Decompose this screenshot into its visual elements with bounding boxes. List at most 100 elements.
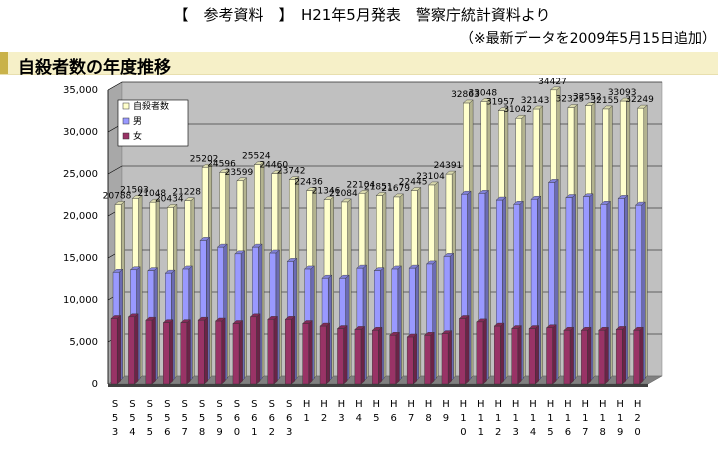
bar-top [443, 253, 455, 257]
x-tick-label: H2 [320, 399, 328, 424]
y-tick-label: 5,000 [69, 337, 98, 348]
bar-top [253, 161, 265, 165]
x-tick-char: 5 [129, 413, 135, 424]
bar-female [162, 319, 174, 385]
x-tick-char: 5 [112, 413, 118, 424]
bar-top [236, 177, 248, 181]
x-tick-char: 5 [147, 413, 153, 424]
x-tick-label: H 1 2 [494, 399, 502, 438]
x-tick-char: S [112, 399, 118, 410]
bar-top [149, 198, 161, 203]
bar-front [180, 322, 188, 385]
bar-top [145, 316, 157, 321]
x-tick-char: 7 [582, 427, 588, 438]
header-source-line: 【 参考資料 】 H21年5月発表 警察庁統計資料より [173, 6, 551, 24]
x-tick-char: H [616, 399, 624, 410]
bar-female [476, 318, 488, 385]
bar-side [500, 322, 505, 385]
bar-front [354, 329, 362, 385]
x-tick-char: 0 [460, 427, 466, 438]
bar-side [535, 325, 539, 385]
x-tick-char: H [494, 399, 502, 410]
x-tick-char: H [634, 399, 642, 410]
x-tick-char: 1 [565, 413, 571, 424]
x-tick-label: H 1 0 [460, 399, 468, 438]
value-label: 22445 [399, 177, 428, 187]
y-axis-tick-labels: 0 5,000 10,000 15,000 20,000 25,000 30,000 35,0… [63, 85, 98, 390]
bar-top [147, 267, 159, 271]
bar-top [532, 105, 544, 110]
value-label: 23742 [277, 167, 306, 177]
bar-female [598, 326, 609, 385]
legend-swatch [122, 132, 130, 140]
x-tick-char: 2 [321, 413, 327, 424]
bar-side [378, 326, 383, 385]
bar-top [619, 97, 631, 102]
bar-top [131, 195, 143, 199]
x-tick-char: 1 [495, 413, 501, 424]
value-label: 32143 [521, 96, 550, 106]
bar-female [458, 315, 470, 385]
legend-box [117, 99, 189, 147]
bar-front [319, 325, 327, 385]
x-tick-char: 4 [356, 413, 362, 424]
value-label: 32249 [625, 95, 654, 105]
bar-female [110, 315, 122, 385]
bar-top [462, 99, 474, 104]
x-tick-char: 5 [373, 413, 379, 424]
x-tick-label: S 5 9 [216, 399, 222, 438]
value-label: 31957 [486, 98, 515, 108]
header-update-note: （※最新データを2009年5月15日追加） [459, 31, 716, 47]
x-tick-label: S 5 4 [129, 399, 135, 438]
x-tick-char: 3 [338, 413, 344, 424]
bar-top [304, 265, 315, 270]
x-tick-char: 1 [547, 413, 553, 424]
bar-top [129, 266, 141, 270]
bar-top [336, 325, 348, 329]
x-tick-char: 9 [216, 427, 222, 438]
x-tick-char: 0 [234, 427, 240, 438]
x-tick-char: 7 [408, 413, 414, 424]
bar-top [199, 237, 211, 241]
bar-top [284, 316, 296, 320]
floor-edge [108, 384, 648, 387]
y-tick-label: 35,000 [63, 85, 98, 96]
x-tick-char: 1 [251, 427, 257, 438]
bar-top [371, 327, 383, 331]
bar-top [635, 201, 646, 206]
x-tick-char: 1 [478, 413, 484, 424]
x-tick-char: S [129, 399, 135, 410]
x-tick-char: S [181, 399, 187, 410]
legend-label: 自殺者数 [133, 100, 169, 112]
bar-top [218, 169, 230, 173]
bar-top [408, 264, 420, 269]
x-tick-label: H8 [425, 399, 433, 424]
bar-top [600, 201, 611, 205]
bar-top [354, 326, 366, 330]
value-label: 32552 [573, 93, 602, 103]
bar-side [360, 325, 365, 385]
x-tick-char: S [269, 399, 275, 410]
bar-front [372, 330, 379, 385]
bar-female [127, 313, 139, 385]
bar-top [201, 164, 213, 168]
x-tick-char: 1 [512, 413, 518, 424]
bar-side [151, 316, 156, 385]
x-tick-char: H [425, 399, 433, 410]
bar-front [476, 321, 484, 385]
legend-label: 女 [133, 130, 142, 142]
x-tick-label: H 2 0 [634, 399, 642, 438]
bar-front [215, 320, 222, 385]
x-tick-char: 4 [129, 427, 135, 438]
x-tick-char: H [477, 399, 485, 410]
x-tick-label: H1 [303, 399, 311, 424]
x-tick-char: H [320, 399, 328, 410]
bar-front [424, 335, 431, 385]
x-tick-char: 5 [216, 413, 222, 424]
bar-top [323, 196, 335, 200]
bar-front [581, 330, 588, 385]
bar-female [615, 325, 627, 385]
bar-top [410, 187, 422, 191]
bar-side [604, 326, 609, 385]
x-tick-char: 6 [269, 413, 275, 424]
